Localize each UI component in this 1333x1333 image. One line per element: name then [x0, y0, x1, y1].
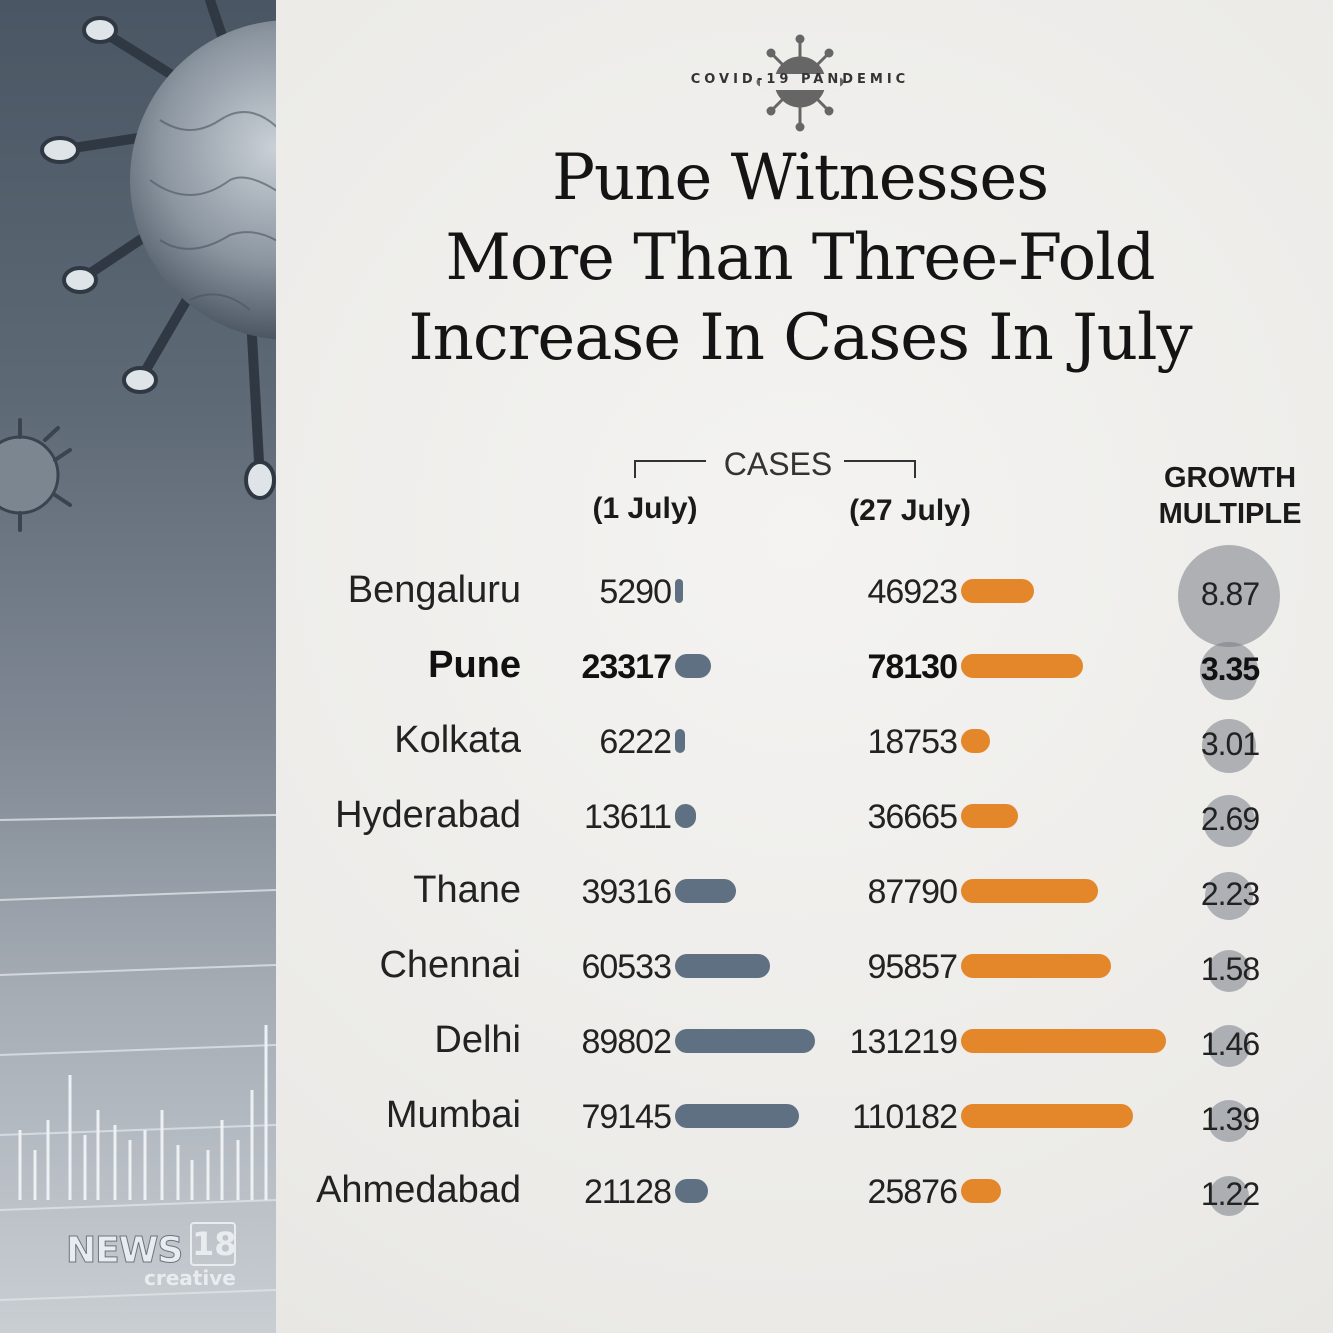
- bar-27-july: [961, 879, 1099, 903]
- growth-bubble: [1208, 1100, 1250, 1142]
- bar-27-july: [961, 729, 991, 753]
- bar-1-july: [675, 654, 712, 678]
- growth-multiple-value: 3.35: [1200, 651, 1260, 687]
- logo-number: 18: [190, 1222, 237, 1266]
- growth-bubble: [1207, 949, 1251, 993]
- value-27-july: 36665: [867, 798, 958, 836]
- column-header-27-july: (27 July): [849, 494, 971, 527]
- growth-multiple-value: 1.46: [1200, 1026, 1260, 1062]
- badge-text: COVID-19 PANDEMIC: [690, 72, 910, 87]
- bar-27-july: [961, 804, 1019, 828]
- cases-group-label: CASES: [723, 446, 833, 482]
- bar-1-july: [675, 879, 737, 903]
- bar-1-july: [675, 1104, 799, 1128]
- logo-sub: creative: [144, 1266, 236, 1290]
- bar-27-july: [961, 579, 1035, 603]
- virus-illustration: [0, 0, 276, 1301]
- value-27-july: 110182: [852, 1098, 958, 1136]
- city-label: Mumbai: [385, 1094, 521, 1136]
- growth-multiple-value: 3.01: [1200, 726, 1260, 762]
- logo-word: NEWS: [65, 1230, 183, 1272]
- title-line-1: Pune Witnesses: [551, 141, 1049, 215]
- city-label: Ahmedabad: [316, 1169, 521, 1211]
- growth-bubble: [1209, 1176, 1249, 1216]
- growth-multiple-value: 1.58: [1200, 951, 1260, 987]
- value-1-july: 5290: [599, 573, 672, 611]
- bar-27-july: [961, 1179, 1002, 1203]
- title-line-3: Increase In Cases In July: [408, 301, 1192, 375]
- news18-creative-logo: NEWS 18 creative: [65, 1222, 237, 1292]
- growth-bubble: [1201, 718, 1257, 774]
- city-label: Chennai: [379, 944, 521, 986]
- chart-row: Chennai 60533 95857 1.58: [0, 935, 1333, 995]
- growth-multiple-value: 1.39: [1200, 1101, 1260, 1137]
- value-1-july: 60533: [581, 948, 672, 986]
- growth-bubble: [1204, 871, 1254, 921]
- growth-multiple-value: 1.22: [1200, 1176, 1260, 1212]
- chart-row: Hyderabad 13611 36665 2.69: [0, 785, 1333, 847]
- city-label: Delhi: [434, 1019, 521, 1061]
- bar-27-july: [961, 654, 1084, 678]
- column-header-1-july: (1 July): [592, 492, 698, 525]
- chart-row: Mumbai 79145 110182 1.39: [0, 1085, 1333, 1145]
- growth-bubble: [1200, 642, 1258, 700]
- value-27-july: 18753: [867, 723, 958, 761]
- virus-photo-panel: NEWS 18 creative: [0, 0, 276, 1333]
- city-label: Kolkata: [394, 719, 521, 761]
- bar-1-july: [675, 579, 684, 603]
- chart-row: Ahmedabad 21128 25876 1.22: [0, 1160, 1333, 1220]
- chart-row: Kolkata 6222 18753 3.01: [0, 710, 1333, 774]
- bar-27-july: [961, 1104, 1134, 1128]
- value-27-july: 78130: [867, 648, 958, 686]
- bar-27-july: [961, 1029, 1166, 1053]
- bar-1-july: [675, 1179, 708, 1203]
- city-label: Thane: [413, 869, 521, 911]
- value-1-july: 39316: [581, 873, 672, 911]
- chart-row: Delhi 89802 131219 1.46: [0, 1010, 1333, 1070]
- growth-multiple-value: 2.23: [1200, 876, 1260, 912]
- value-1-july: 89802: [581, 1023, 672, 1061]
- growth-bubble: [1203, 795, 1255, 847]
- bar-27-july: [961, 954, 1111, 978]
- value-1-july: 21128: [583, 1173, 672, 1211]
- value-27-july: 131219: [849, 1023, 958, 1061]
- bar-1-july: [675, 804, 697, 828]
- value-27-july: 25876: [867, 1173, 958, 1211]
- growth-multiple-value: 8.87: [1200, 576, 1260, 612]
- virus-icon: [756, 34, 844, 132]
- value-1-july: 23317: [581, 648, 672, 686]
- city-label: Hyderabad: [335, 794, 521, 836]
- city-label: Pune: [428, 644, 521, 686]
- column-header-growth-multiple: GROWTH MULTIPLE: [1158, 462, 1302, 530]
- cases-bracket: [634, 460, 916, 480]
- growth-multiple-value: 2.69: [1200, 801, 1260, 837]
- growth-bubble: [1178, 545, 1280, 647]
- chart-row: Thane 39316 87790 2.23: [0, 860, 1333, 921]
- value-27-july: 46923: [867, 573, 958, 611]
- bar-1-july: [675, 954, 770, 978]
- value-1-july: 79145: [581, 1098, 672, 1136]
- bar-1-july: [675, 1029, 816, 1053]
- page-title: Pune Witnesses More Than Three-Fold Incr…: [330, 138, 1270, 378]
- chart-row: Bengaluru 5290 46923 8.87: [0, 545, 1333, 647]
- covid-badge: COVID-19 PANDEMIC: [690, 32, 910, 132]
- title-line-2: More Than Three-Fold: [445, 221, 1155, 295]
- value-27-july: 87790: [867, 873, 958, 911]
- value-27-july: 95857: [867, 948, 958, 986]
- chart-row: Pune 23317 78130 3.35: [0, 635, 1333, 700]
- bar-1-july: [675, 729, 685, 753]
- value-1-july: 13611: [583, 798, 672, 836]
- city-label: Bengaluru: [347, 569, 521, 611]
- value-1-july: 6222: [599, 723, 672, 761]
- growth-bubble: [1208, 1025, 1250, 1067]
